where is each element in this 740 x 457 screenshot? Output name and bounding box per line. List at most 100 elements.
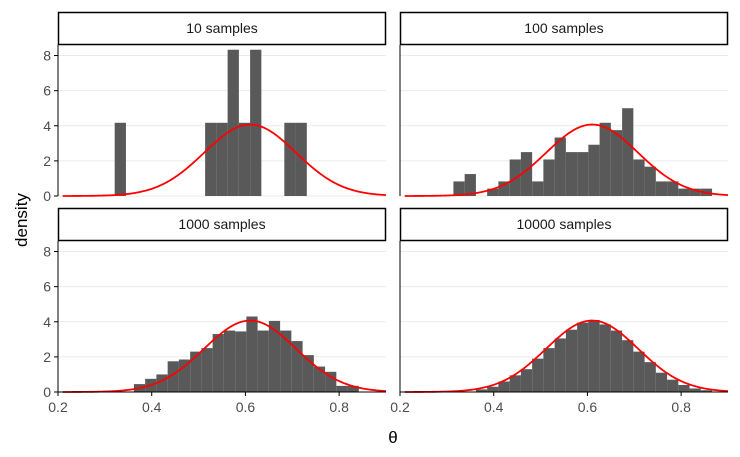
histogram-bar xyxy=(223,330,236,392)
histogram-bar xyxy=(588,144,600,196)
histogram-bar xyxy=(644,166,656,196)
histogram-bar xyxy=(667,181,679,196)
histogram-bar xyxy=(689,188,701,196)
histogram-bar xyxy=(238,122,251,196)
histogram-bar xyxy=(644,362,656,392)
y-tick-label: 6 xyxy=(43,279,51,295)
histogram-bar xyxy=(565,329,578,392)
histogram-bar xyxy=(498,381,510,392)
histogram-bar xyxy=(487,188,499,196)
histogram-bar xyxy=(212,334,224,392)
histogram-bar xyxy=(498,181,510,196)
histogram-bar xyxy=(205,122,217,196)
x-tick-label: 0.2 xyxy=(48,399,68,415)
histogram-bar xyxy=(280,330,292,392)
histogram-bar xyxy=(554,137,566,196)
histogram-bar xyxy=(622,108,634,196)
histogram-bar xyxy=(667,379,679,392)
histogram-bar xyxy=(201,348,213,392)
y-tick-label: 0 xyxy=(43,384,51,400)
histogram-bar xyxy=(565,152,578,196)
x-tick-label: 0.2 xyxy=(390,399,410,415)
y-tick-label: 0 xyxy=(43,188,51,204)
facet-panel: 10000 samples 0.2 0.4 0.6 0.8 xyxy=(390,207,729,415)
histogram-bar xyxy=(453,181,465,196)
x-tick-label: 0.8 xyxy=(329,399,349,415)
x-axis-title: θ xyxy=(388,428,397,447)
histogram-bar xyxy=(190,351,202,392)
histogram-bar xyxy=(543,348,555,392)
y-tick-label: 4 xyxy=(43,314,51,330)
panels-layer: 10 samples 0 2 4 6 8 100 samples 1000 samples 0 2… xyxy=(43,11,729,415)
histogram-bar xyxy=(250,49,262,197)
histogram-bar xyxy=(509,375,521,392)
histogram-bar xyxy=(577,152,589,196)
density-curve xyxy=(62,123,387,197)
histogram-bar xyxy=(610,130,623,196)
histogram-bar xyxy=(532,358,544,392)
histogram-bar xyxy=(336,385,348,392)
histogram-bar xyxy=(475,389,488,392)
histogram-bar xyxy=(633,351,645,392)
histogram-bar xyxy=(599,324,611,392)
x-tick-label: 0.4 xyxy=(142,399,162,415)
histogram-bar xyxy=(700,390,713,392)
histogram-bar xyxy=(655,372,668,392)
histogram-bar xyxy=(325,371,337,392)
histogram-bar xyxy=(554,338,566,392)
histogram-bar xyxy=(216,122,228,196)
histogram-bar xyxy=(520,369,533,392)
histogram-bar xyxy=(464,174,476,196)
x-tick-label: 0.4 xyxy=(484,399,504,415)
histogram-bar xyxy=(622,340,634,392)
histogram-bar xyxy=(235,331,247,392)
facet-strip-label: 10 samples xyxy=(186,20,258,36)
x-tick-label: 0.8 xyxy=(671,399,691,415)
facet-strip-label: 100 samples xyxy=(524,20,603,36)
histogram-bar xyxy=(487,386,499,392)
facet-panel: 10 samples 0 2 4 6 8 xyxy=(43,11,387,204)
histogram-bar xyxy=(167,361,179,392)
histogram-bar xyxy=(295,122,307,196)
facet-strip-label: 10000 samples xyxy=(517,216,612,232)
y-tick-label: 2 xyxy=(43,153,51,169)
histogram-bar xyxy=(678,188,690,196)
histogram-bar xyxy=(599,122,611,196)
histogram-bar xyxy=(655,181,668,196)
histogram-bar xyxy=(313,366,326,392)
facet-panel: 100 samples xyxy=(399,11,729,197)
histogram-bar xyxy=(577,322,589,392)
density-curve xyxy=(404,319,729,393)
histogram-bar xyxy=(257,330,269,392)
histogram-bar xyxy=(246,316,258,392)
y-tick-label: 6 xyxy=(43,83,51,99)
histogram-bar xyxy=(633,159,645,196)
histogram-bar xyxy=(610,330,623,392)
y-axis-title: density xyxy=(12,193,31,247)
histogram-bar xyxy=(268,320,281,392)
y-tick-label: 8 xyxy=(43,48,51,64)
y-tick-label: 2 xyxy=(43,349,51,365)
histogram-bar xyxy=(284,122,296,196)
x-tick-label: 0.6 xyxy=(236,399,256,415)
facet-strip xyxy=(57,11,387,46)
density-curve xyxy=(62,319,387,393)
histogram-bar xyxy=(588,320,600,392)
histogram-bar xyxy=(178,359,191,392)
histogram-bar xyxy=(302,355,314,392)
histogram-bar xyxy=(156,374,168,392)
x-tick-label: 0.6 xyxy=(578,399,598,415)
density-curve xyxy=(404,123,729,197)
histogram-bar xyxy=(227,49,239,197)
histogram-bar xyxy=(678,384,690,392)
histogram-bar xyxy=(543,159,555,196)
histogram-bar xyxy=(532,181,544,196)
facet-strip xyxy=(57,207,387,242)
facet-strip xyxy=(399,207,729,242)
histogram-bar xyxy=(347,385,359,392)
histogram-bar xyxy=(291,341,303,392)
histogram-bar xyxy=(520,152,533,196)
facet-strip-label: 1000 samples xyxy=(178,216,265,232)
y-tick-label: 8 xyxy=(43,244,51,260)
